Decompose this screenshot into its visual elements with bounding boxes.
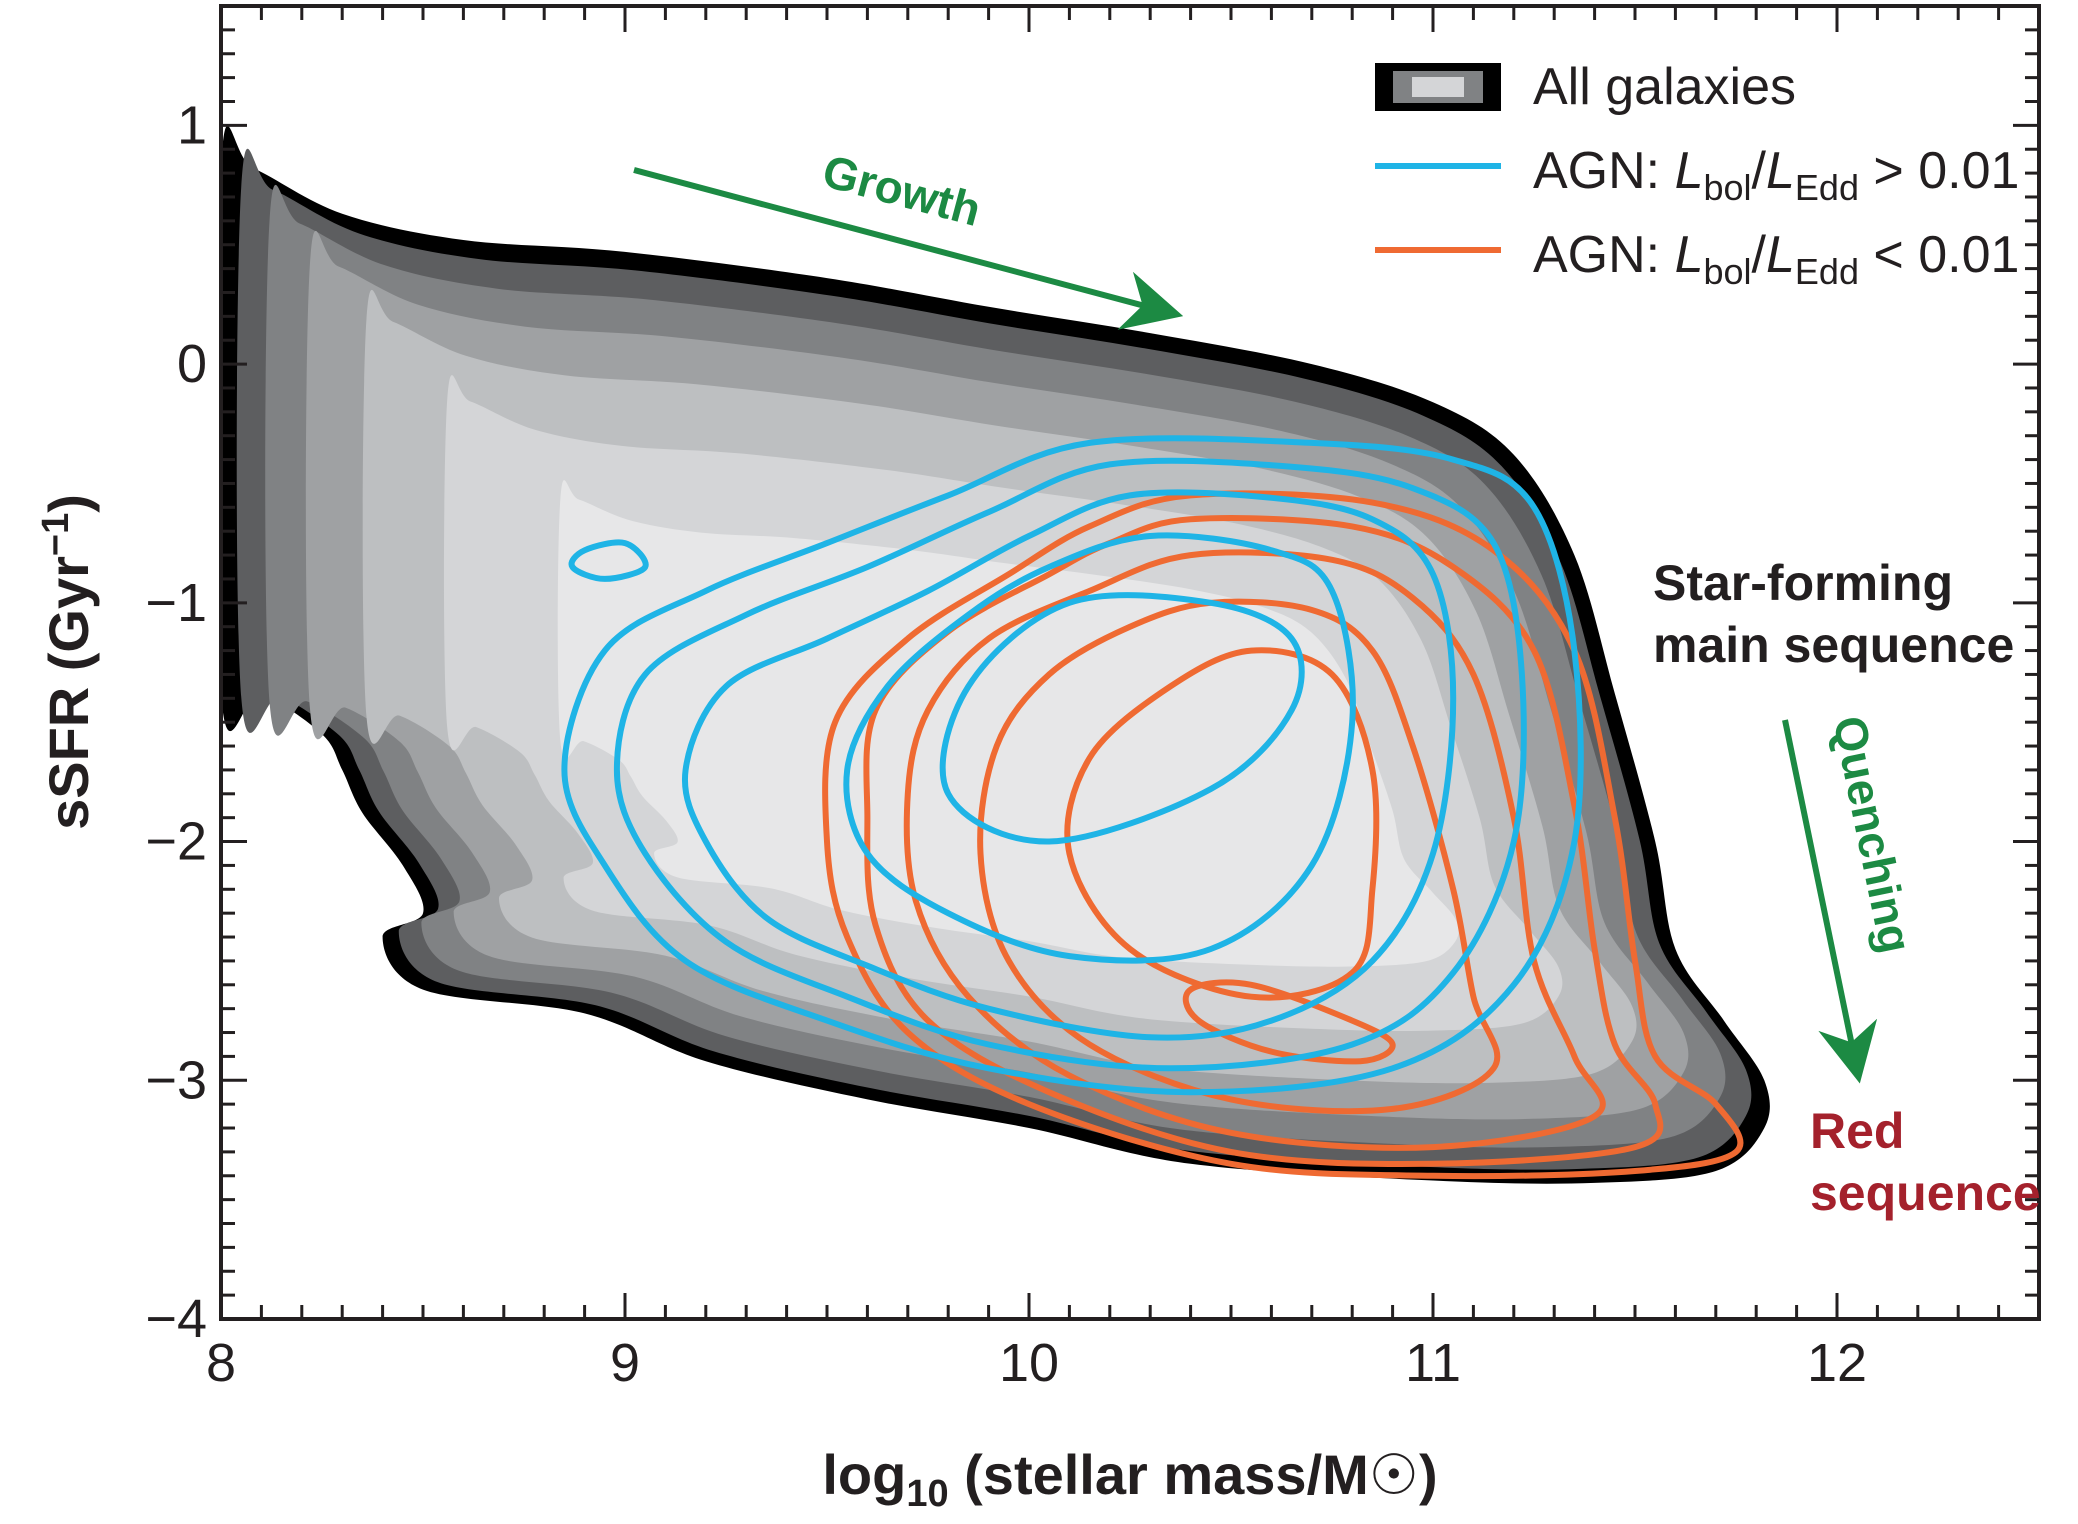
x-tick-label: 8 xyxy=(206,1333,236,1393)
legend-all-label: All galaxies xyxy=(1533,58,1796,116)
red-sequence-label-line2: sequence xyxy=(1810,1165,2041,1221)
main-sequence-label: Star-forming xyxy=(1653,555,1953,611)
legend-low-label: AGN: Lbol/LEdd < 0.01 xyxy=(1533,226,2019,292)
y-tick-label: −2 xyxy=(145,812,207,872)
growth-label: Growth xyxy=(817,144,986,236)
quenching-annotation: Quenching xyxy=(1785,712,1922,1060)
y-axis-title: sSFR (Gyr−1) xyxy=(35,494,100,830)
red-sequence-label: Red xyxy=(1810,1103,1904,1159)
legend-swatch-inner xyxy=(1412,77,1464,97)
y-tick-label: −4 xyxy=(145,1289,207,1349)
legend-high-label: AGN: Lbol/LEdd > 0.01 xyxy=(1533,142,2019,208)
x-axis-title: log10 (stellar mass/M☉) xyxy=(822,1443,1437,1515)
x-tick-label: 10 xyxy=(999,1333,1059,1393)
y-tick-label: 0 xyxy=(177,334,207,394)
x-tick-label: 12 xyxy=(1807,1333,1867,1393)
quenching-label: Quenching xyxy=(1823,712,1922,958)
x-tick-label: 11 xyxy=(1405,1333,1461,1393)
y-tick-label: −1 xyxy=(145,573,207,633)
y-tick-label: 1 xyxy=(177,95,207,155)
y-tick-label: −3 xyxy=(145,1050,207,1110)
legend: All galaxies AGN: Lbol/LEdd > 0.01 AGN: … xyxy=(1375,58,2019,292)
x-tick-label: 9 xyxy=(610,1333,640,1393)
main-sequence-label-line2: main sequence xyxy=(1653,617,2014,673)
